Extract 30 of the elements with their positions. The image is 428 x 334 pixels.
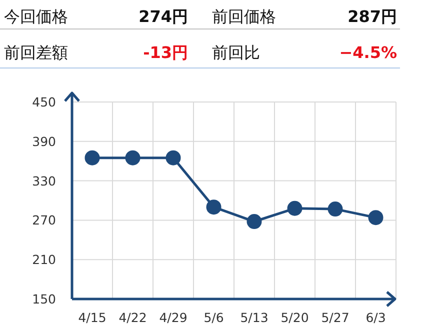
text: 274円	[138, 7, 188, 26]
x-tick-label: 4/15	[78, 310, 106, 325]
y-tick-label: 150	[32, 292, 56, 306]
point	[287, 200, 302, 216]
y-tick-label: 270	[32, 212, 56, 228]
text: 前回比	[212, 43, 260, 62]
point	[125, 150, 140, 166]
y-tick-label: 210	[32, 252, 56, 268]
y-tick-label: 450	[32, 94, 56, 110]
x-tick-label: 6/3	[366, 310, 386, 325]
x-tick-label: 5/27	[321, 310, 350, 325]
text: 今回価格	[4, 7, 68, 26]
point	[328, 202, 343, 217]
x-tick-label: 5/20	[280, 310, 309, 325]
point	[166, 150, 181, 166]
x-tick-label: 4/29	[159, 310, 188, 325]
y-tick-label: 390	[32, 134, 56, 149]
x-tick-label: 4/22	[118, 310, 147, 325]
point	[84, 150, 100, 166]
text: -13円	[143, 43, 188, 62]
text: 前回価格	[212, 7, 276, 26]
text: −4.5%	[339, 43, 397, 62]
text: 287円	[348, 7, 397, 26]
point	[246, 214, 262, 230]
y-tick-label: 330	[32, 173, 56, 188]
x-tick-label: 5/6	[204, 310, 224, 325]
x-tick-label: 5/13	[240, 310, 268, 325]
point	[206, 200, 222, 215]
point	[368, 210, 384, 226]
text: 前回差額	[4, 43, 68, 62]
